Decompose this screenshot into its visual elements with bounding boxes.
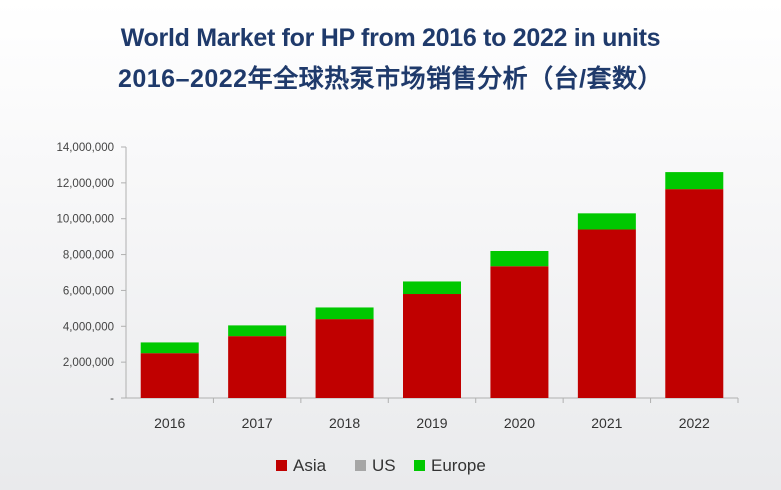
bar-europe-2022 bbox=[665, 172, 724, 190]
legend-label-europe: Europe bbox=[431, 456, 486, 475]
bar-europe-2020 bbox=[490, 250, 549, 267]
bar-asia-2021 bbox=[577, 229, 636, 398]
bar-europe-2018 bbox=[315, 307, 374, 320]
y-tick-label: 8,000,000 bbox=[63, 250, 114, 262]
legend-swatch-europe bbox=[414, 460, 425, 471]
legend-label-us: US bbox=[372, 456, 396, 475]
legend-swatch-us bbox=[355, 460, 366, 471]
x-tick-label: 2021 bbox=[591, 415, 622, 431]
bar-asia-2020 bbox=[490, 266, 549, 398]
y-tick-label: 10,000,000 bbox=[56, 214, 114, 226]
x-tick-label: 2016 bbox=[154, 415, 185, 431]
bar-asia-2017 bbox=[228, 336, 287, 398]
bar-asia-2018 bbox=[315, 319, 374, 398]
y-tick-label: - bbox=[110, 393, 114, 405]
y-tick-label: 12,000,000 bbox=[56, 178, 114, 190]
y-tick-label: 4,000,000 bbox=[63, 321, 114, 333]
bar-europe-2016 bbox=[140, 342, 199, 354]
x-tick-label: 2019 bbox=[416, 415, 447, 431]
y-tick-label: 6,000,000 bbox=[63, 285, 114, 297]
bar-europe-2017 bbox=[228, 325, 287, 337]
chart-subtitle: 2016–2022年全球热泵市场销售分析（台/套数） bbox=[117, 65, 664, 93]
legend-swatch-asia bbox=[276, 460, 287, 471]
bar-asia-2016 bbox=[140, 353, 199, 398]
y-tick-label: 2,000,000 bbox=[63, 357, 114, 369]
bar-asia-2019 bbox=[403, 294, 461, 398]
legend-label-asia: Asia bbox=[293, 456, 327, 475]
y-tick-label: 14,000,000 bbox=[56, 142, 114, 154]
x-tick-label: 2018 bbox=[329, 415, 360, 431]
x-tick-label: 2022 bbox=[679, 415, 710, 431]
x-tick-label: 2020 bbox=[504, 415, 535, 431]
bar-europe-2021 bbox=[577, 213, 636, 230]
bar-asia-2022 bbox=[665, 189, 724, 398]
chart-title: World Market for HP from 2016 to 2022 in… bbox=[120, 24, 661, 52]
bar-europe-2019 bbox=[403, 281, 461, 295]
x-tick-label: 2017 bbox=[242, 415, 273, 431]
